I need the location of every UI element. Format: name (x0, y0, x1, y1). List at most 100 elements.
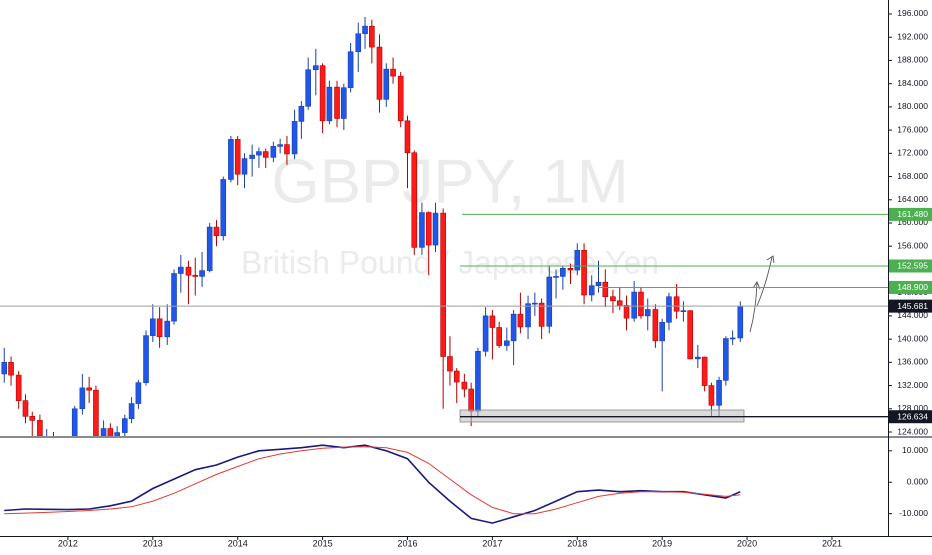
candle-body (475, 351, 481, 412)
candle-body (525, 303, 531, 328)
watermark-subtitle: British Pound / Japanese Yen (241, 244, 659, 280)
candle-body (453, 370, 460, 383)
y-tick-label: 160.000 (897, 217, 928, 227)
candle-body (347, 51, 354, 89)
candle-body (71, 408, 78, 436)
candle-body (560, 267, 566, 277)
candle-body (8, 362, 14, 376)
candle-body (15, 374, 22, 401)
candle-body (673, 296, 680, 312)
last-price-label: 145.681 (897, 301, 928, 311)
indicator-line (4, 446, 741, 515)
candle-body (171, 273, 177, 322)
candle-body (313, 65, 319, 71)
x-tick-label: 2013 (143, 538, 163, 548)
x-tick-label: 2016 (397, 538, 417, 548)
candle-body (595, 281, 602, 287)
y-tick-label: 0.000 (907, 477, 929, 487)
y-tick-label: 128.000 (897, 403, 928, 413)
y-tick-label: 176.000 (897, 124, 928, 134)
candle-body (687, 310, 693, 360)
candle-body (319, 65, 326, 122)
candle-body (489, 315, 496, 328)
y-tick-label: 164.000 (897, 194, 928, 204)
y-tick-label: 124.000 (897, 426, 928, 436)
candle-body (638, 291, 644, 317)
candle-body (432, 212, 439, 246)
candle-body (93, 389, 99, 436)
arrow (756, 256, 773, 307)
candle-body (546, 276, 553, 327)
candle-body (29, 416, 36, 421)
candle-body (234, 139, 241, 175)
candle-body (510, 313, 517, 342)
candle-body (404, 120, 411, 154)
y-tick-label: 180.000 (897, 101, 928, 111)
candle-body (701, 356, 708, 386)
candle-body (482, 315, 489, 352)
candle-body (199, 270, 205, 277)
y-tick-label: 188.000 (897, 55, 928, 65)
candle-body (447, 356, 453, 372)
candle-body (659, 321, 665, 342)
candle-body (298, 106, 305, 122)
level-tag (889, 410, 932, 424)
candle-body (369, 25, 375, 48)
candle-body (461, 381, 468, 390)
y-tick-label: 192.000 (897, 31, 928, 41)
candle-body (150, 318, 156, 336)
y-tick-label: 136.000 (897, 357, 928, 367)
indicator-pane (4, 444, 741, 524)
candle-body (164, 320, 171, 338)
candle-body (729, 337, 736, 340)
candle-body (37, 420, 43, 436)
candle-body (213, 226, 220, 237)
candle-body (695, 356, 701, 360)
candle-body (262, 151, 269, 158)
candle-body (631, 291, 637, 319)
candle-body (723, 338, 729, 381)
indicator-line (4, 444, 741, 524)
candle-body (390, 68, 396, 77)
candle-body (581, 249, 587, 296)
price-pane (1, 16, 744, 436)
candle-body (716, 380, 722, 406)
candle-body (397, 75, 404, 122)
y-tick-label: 10.000 (902, 445, 928, 455)
candle-body (128, 403, 135, 419)
candle-body (22, 400, 29, 417)
candle-body (305, 69, 311, 107)
candle-body (291, 121, 298, 155)
candle-body (114, 432, 120, 436)
level-tag (889, 207, 932, 221)
y-tick-label: 140.000 (897, 333, 928, 343)
candle-body (553, 276, 559, 278)
candle-body (440, 212, 446, 357)
watermark-title: GBPJPY, 1M (271, 147, 628, 216)
candle-body (143, 335, 149, 383)
candle-body (362, 25, 368, 35)
candle-body (517, 313, 524, 328)
candle-body (100, 428, 107, 436)
y-tick-label: 196.000 (897, 8, 928, 18)
x-tick-label: 2017 (482, 538, 502, 548)
x-tick-label: 2015 (313, 538, 333, 548)
level-label: 152.595 (897, 261, 928, 271)
candle-body (376, 46, 383, 100)
y-tick-label: 144.000 (897, 310, 928, 320)
y-tick-label: 132.000 (897, 380, 928, 390)
candle-body (178, 266, 184, 274)
candle-body (504, 340, 510, 346)
candle-body (411, 152, 418, 248)
candle-body (355, 33, 362, 53)
level-label: 161.480 (897, 209, 928, 219)
level-tag (889, 259, 932, 273)
candle-body (680, 310, 687, 312)
level-label: 126.634 (897, 411, 928, 421)
candle-body (334, 86, 340, 119)
candle-body (107, 428, 114, 436)
candle-body (206, 226, 213, 271)
x-tick-label: 2019 (652, 538, 672, 548)
candle-body (708, 385, 715, 406)
x-tick-label: 2020 (737, 538, 757, 548)
